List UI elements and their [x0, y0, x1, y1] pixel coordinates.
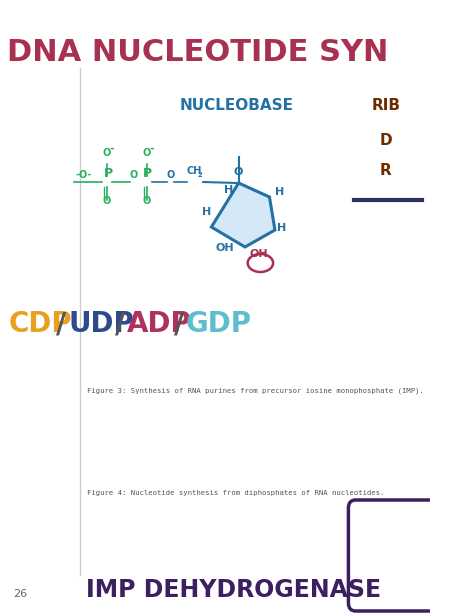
- Text: ADP: ADP: [127, 310, 192, 338]
- Text: H: H: [224, 185, 233, 195]
- Text: O: O: [102, 196, 111, 206]
- Text: H: H: [202, 207, 211, 217]
- Text: O: O: [167, 170, 175, 180]
- Text: P: P: [143, 167, 153, 180]
- Text: /: /: [174, 310, 184, 338]
- Text: O: O: [143, 196, 151, 206]
- Text: O: O: [130, 170, 138, 180]
- Text: O: O: [102, 148, 111, 158]
- Text: O: O: [233, 167, 243, 177]
- Text: UDP: UDP: [68, 310, 134, 338]
- Text: P: P: [103, 167, 112, 180]
- Text: IMP DEHYDROGENASE: IMP DEHYDROGENASE: [86, 578, 381, 602]
- Text: /: /: [56, 310, 66, 338]
- Text: Figure 4: Nucleotide synthesis from diphosphates of RNA nucleotides.: Figure 4: Nucleotide synthesis from diph…: [87, 490, 384, 496]
- Text: R: R: [379, 163, 391, 178]
- Text: -: -: [110, 144, 114, 154]
- Text: /: /: [115, 310, 125, 338]
- Text: 26: 26: [13, 589, 27, 599]
- Text: Figure 3: Synthesis of RNA purines from precursor iosine monophosphate (IMP).: Figure 3: Synthesis of RNA purines from …: [87, 387, 424, 394]
- Text: H: H: [275, 187, 284, 197]
- Text: -: -: [150, 144, 155, 154]
- Text: NUCLEOBASE: NUCLEOBASE: [180, 98, 294, 113]
- Text: DNA NUCLEOTIDE SYN: DNA NUCLEOTIDE SYN: [7, 37, 389, 66]
- Text: H: H: [277, 223, 286, 233]
- Text: 2: 2: [198, 172, 202, 178]
- Text: -O-: -O-: [75, 170, 91, 180]
- Text: CDP: CDP: [9, 310, 73, 338]
- Text: D: D: [379, 133, 392, 148]
- Text: GDP: GDP: [186, 310, 252, 338]
- Text: CH: CH: [187, 166, 202, 176]
- Polygon shape: [211, 183, 275, 247]
- Text: OH: OH: [215, 243, 234, 253]
- Text: RIB: RIB: [372, 98, 401, 113]
- Text: OH: OH: [249, 249, 268, 259]
- Text: O: O: [143, 148, 151, 158]
